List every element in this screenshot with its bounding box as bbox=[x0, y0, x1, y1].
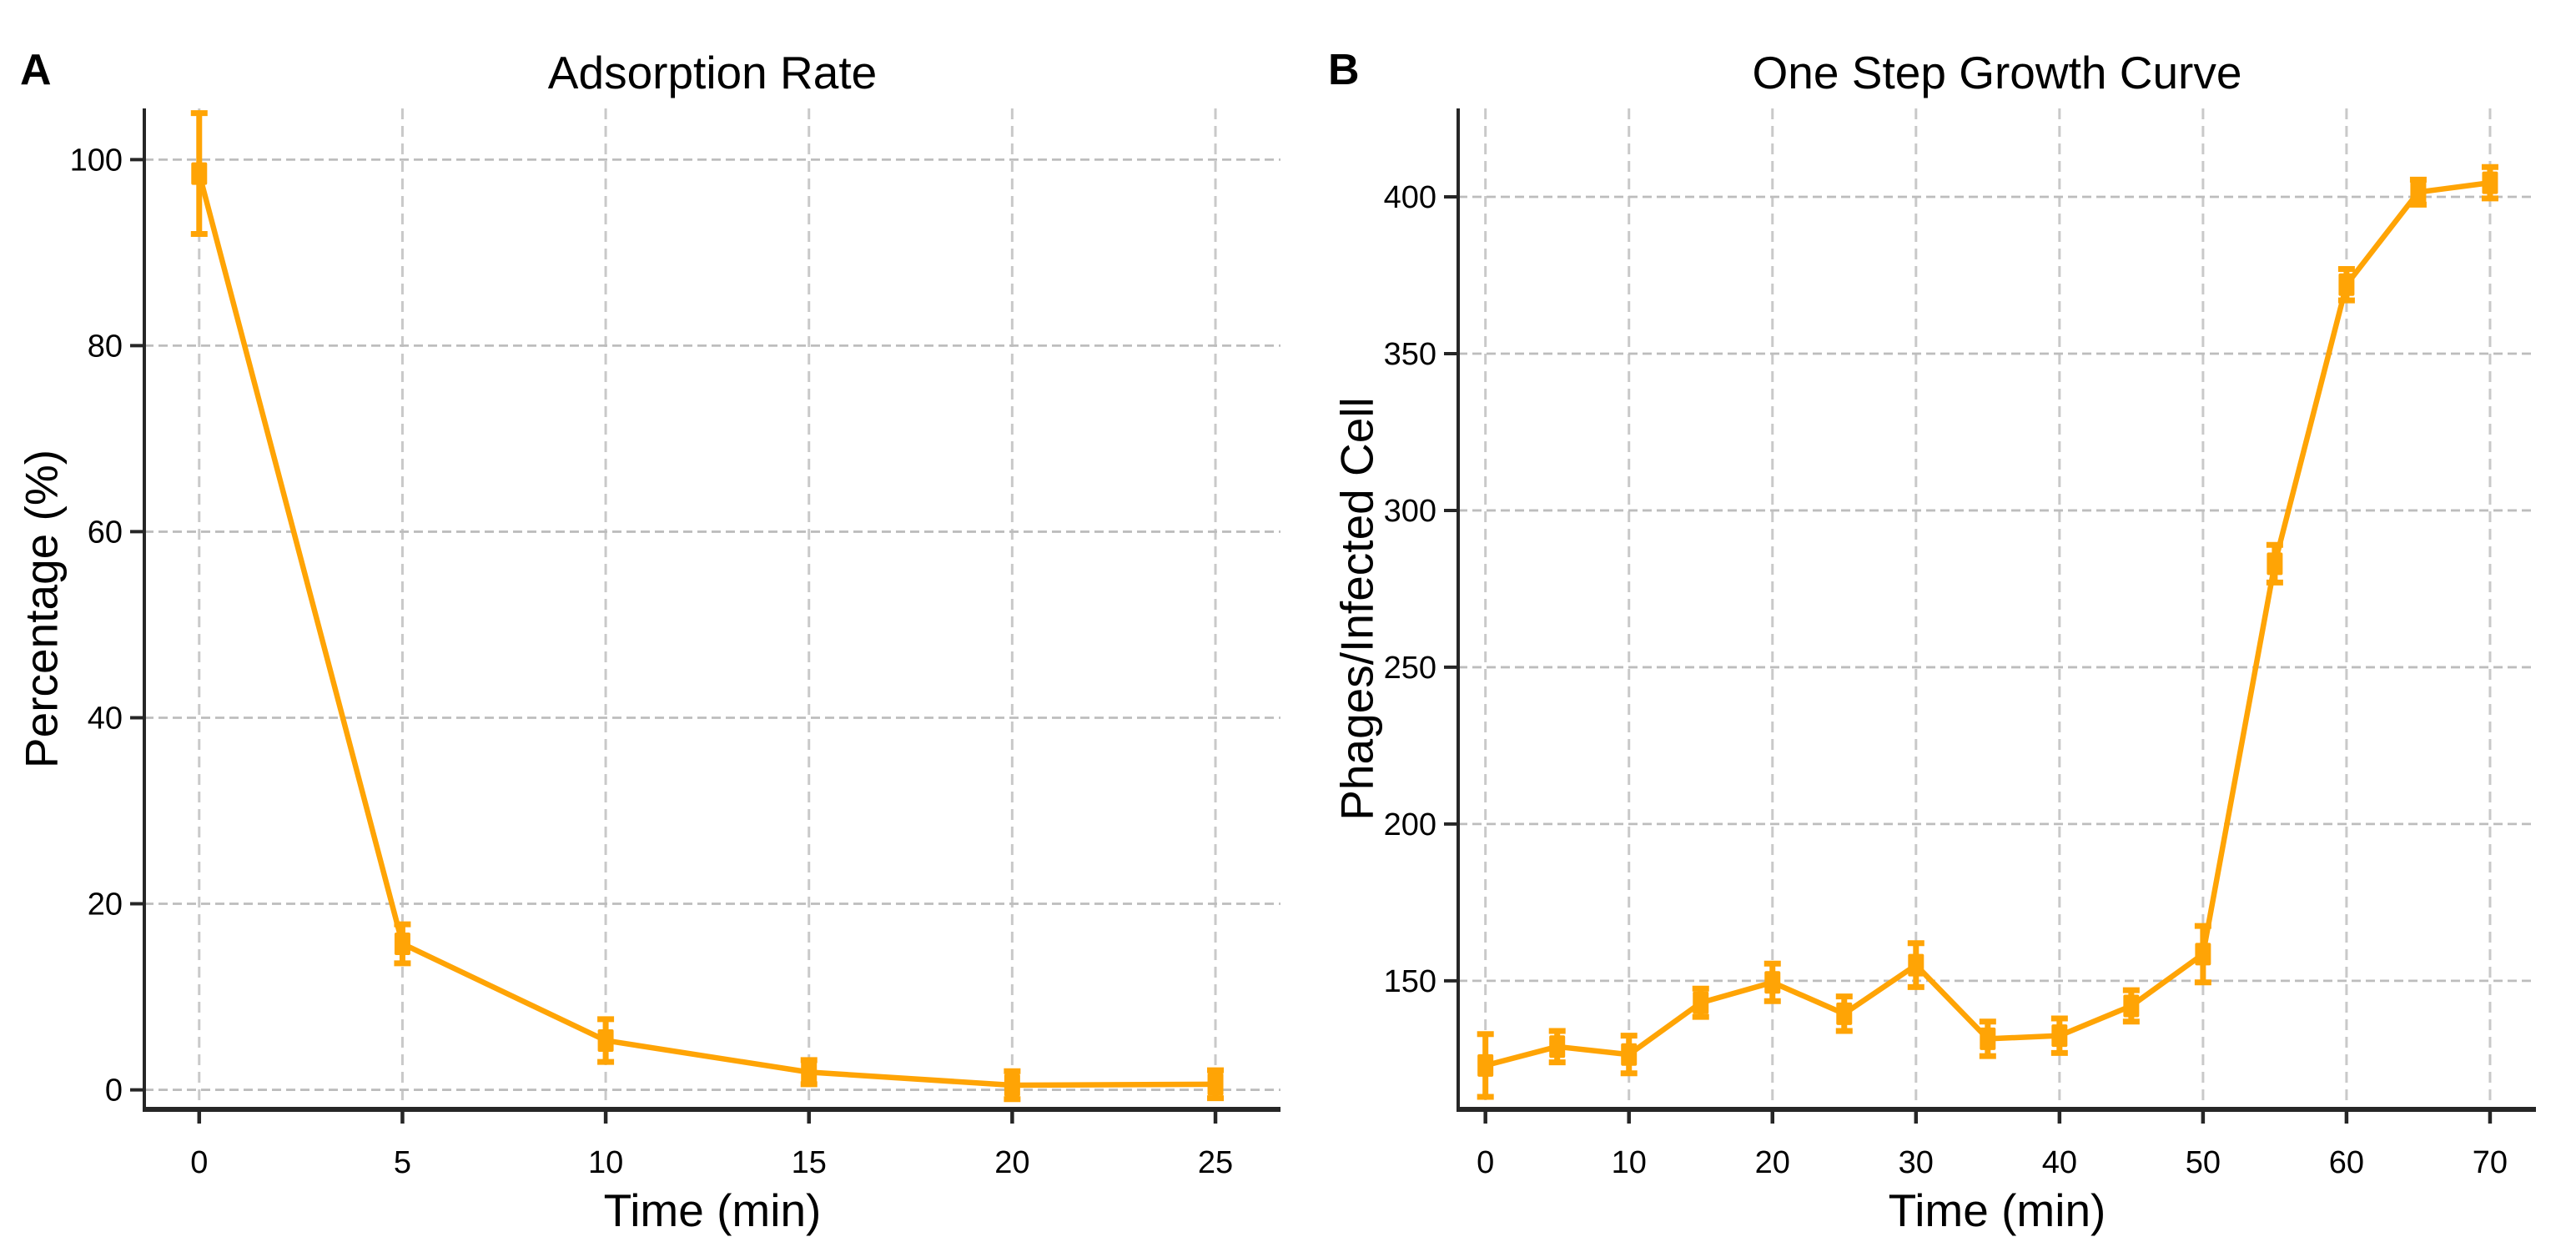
y-tick-label: 100 bbox=[70, 143, 123, 178]
y-tick-label: 80 bbox=[88, 329, 123, 364]
data-point-marker bbox=[1980, 1027, 1996, 1050]
x-tick-label: 30 bbox=[1899, 1145, 1934, 1180]
y-tick-label: 150 bbox=[1384, 964, 1436, 999]
y-tick-label: 250 bbox=[1384, 651, 1436, 686]
x-tick-label: 25 bbox=[1198, 1145, 1233, 1180]
panel-a-letter: A bbox=[20, 46, 52, 94]
data-point-marker bbox=[1477, 1053, 1494, 1077]
y-tick-label: 400 bbox=[1384, 180, 1436, 215]
data-point-marker bbox=[597, 1028, 614, 1052]
panel-a-x-axis-label: Time (min) bbox=[603, 1184, 822, 1236]
y-tick-label: 200 bbox=[1384, 807, 1436, 842]
panel-a-plot: 0 5 10 15 20 25 0 20 40 60 80 100 bbox=[70, 108, 1280, 1180]
panel-b-plot: 0 10 20 30 40 50 60 70 150 200 250 300 350 400 bbox=[1384, 108, 2536, 1180]
data-point-marker bbox=[2051, 1024, 2068, 1048]
data-point-marker bbox=[1621, 1043, 1638, 1066]
y-tick-label: 60 bbox=[88, 515, 123, 550]
data-point-marker bbox=[191, 162, 208, 185]
data-point-marker bbox=[2267, 552, 2283, 576]
y-tick-label: 300 bbox=[1384, 494, 1436, 529]
panel-b-title: One Step Growth Curve bbox=[1752, 47, 2242, 98]
data-point-marker bbox=[1549, 1035, 1566, 1058]
x-tick-label: 60 bbox=[2329, 1145, 2364, 1180]
x-tick-label: 0 bbox=[1477, 1145, 1494, 1180]
panel-b-x-axis-label: Time (min) bbox=[1888, 1184, 2106, 1236]
x-tick-label: 20 bbox=[994, 1145, 1029, 1180]
data-point-marker bbox=[2123, 994, 2140, 1018]
x-tick-label: 0 bbox=[190, 1145, 208, 1180]
x-tick-label: 70 bbox=[2473, 1145, 2508, 1180]
y-tick-label: 0 bbox=[105, 1074, 123, 1109]
data-point-marker bbox=[2338, 273, 2355, 296]
data-point-marker bbox=[394, 932, 410, 955]
data-line bbox=[196, 170, 1219, 1089]
data-point-marker bbox=[1693, 991, 1709, 1014]
y-tick-label: 20 bbox=[88, 887, 123, 923]
data-point-marker bbox=[2482, 171, 2498, 194]
data-point-marker bbox=[2195, 943, 2211, 966]
x-tick-label: 20 bbox=[1755, 1145, 1790, 1180]
data-point-marker bbox=[1764, 971, 1781, 994]
panel-b-y-axis-label: Phages/Infected Cell bbox=[1331, 397, 1383, 821]
data-point-marker bbox=[1836, 1002, 1853, 1025]
y-tick-label: 40 bbox=[88, 701, 123, 736]
panel-b-letter: B bbox=[1328, 46, 1360, 94]
x-tick-label: 50 bbox=[2186, 1145, 2221, 1180]
y-tick-label: 350 bbox=[1384, 337, 1436, 372]
x-tick-label: 5 bbox=[394, 1145, 411, 1180]
x-tick-label: 10 bbox=[1612, 1145, 1647, 1180]
x-tick-label: 40 bbox=[2042, 1145, 2077, 1180]
data-point-marker bbox=[2410, 180, 2427, 204]
data-point-marker bbox=[1207, 1073, 1224, 1096]
data-point-marker bbox=[1004, 1074, 1020, 1097]
data-line bbox=[1482, 179, 2493, 1068]
x-tick-label: 15 bbox=[792, 1145, 827, 1180]
x-tick-label: 10 bbox=[588, 1145, 623, 1180]
panel-a-title: Adsorption Rate bbox=[547, 47, 878, 98]
data-point-marker bbox=[801, 1060, 818, 1084]
data-point-marker bbox=[1908, 953, 1924, 977]
